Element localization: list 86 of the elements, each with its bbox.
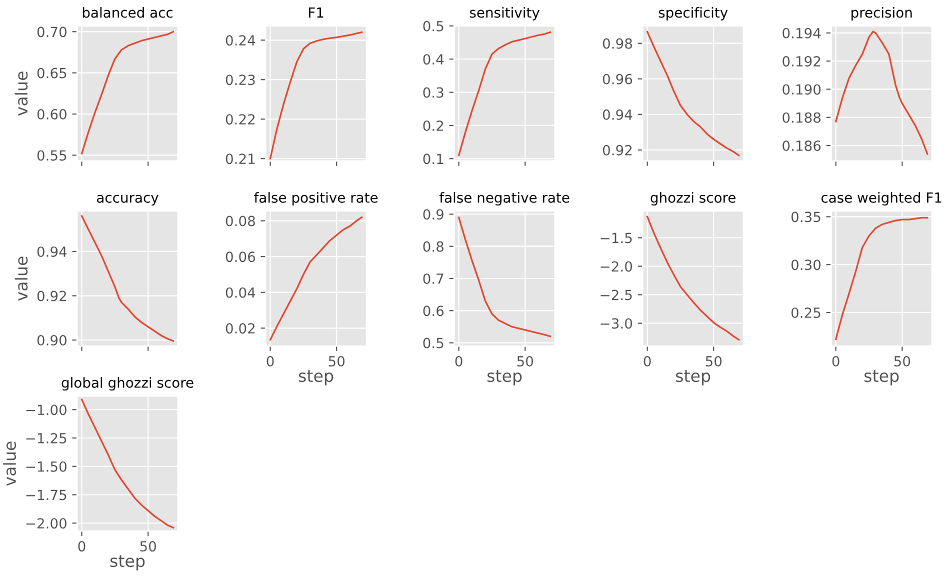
line-series	[835, 216, 928, 340]
y-tick-label: 0.7	[423, 273, 444, 284]
line-series	[646, 216, 740, 341]
y-tick-label: −1.50	[26, 461, 66, 472]
x-tick-label: 50	[706, 356, 722, 367]
y-tick-label: −2.0	[600, 261, 632, 272]
x-tick-label: 0	[832, 356, 840, 367]
chart-title: false negative rate	[439, 192, 570, 206]
y-tick-label: 0.5	[423, 338, 444, 348]
line-series	[80, 215, 174, 342]
chart-title: specificity	[658, 7, 728, 20]
x-tick-label: 0	[455, 356, 462, 367]
chart-title: F1	[308, 7, 324, 18]
x-tick-label: 0	[266, 356, 274, 367]
chart-title: precision	[852, 7, 912, 20]
y-tick-label: 0.23	[226, 74, 255, 86]
line-series	[80, 398, 174, 528]
y-axis-title: value	[3, 442, 16, 486]
x-axis-title: step	[110, 555, 145, 570]
y-tick-label: 0.24	[226, 35, 256, 46]
y-tick-label: 0.30	[791, 260, 821, 270]
y-tick-label: 0.8	[423, 241, 444, 252]
y-tick-label: 0.70	[37, 26, 66, 38]
y-tick-label: −1.25	[26, 432, 66, 444]
y-tick-label: 0.3	[423, 87, 444, 98]
line-series	[458, 31, 552, 156]
y-tick-label: 0.186	[782, 140, 821, 151]
y-tick-label: 0.06	[226, 252, 256, 262]
x-axis-title: step	[864, 370, 899, 386]
y-tick-label: 0.21	[226, 154, 255, 164]
y-tick-label: 0.60	[37, 109, 66, 120]
y-tick-label: 0.188	[782, 112, 821, 123]
y-tick-label: −1.00	[26, 404, 66, 416]
y-tick-label: 0.192	[782, 56, 820, 67]
y-tick-label: 0.96	[602, 74, 632, 84]
y-tick-label: 0.5	[423, 20, 444, 32]
chart-title: global ghozzi score	[62, 377, 194, 391]
y-tick-label: 0.1	[423, 154, 444, 164]
y-tick-label: 0.98	[602, 38, 632, 49]
y-tick-label: 0.25	[791, 307, 820, 318]
line-series	[458, 216, 552, 338]
y-tick-label: 0.194	[782, 28, 821, 38]
y-tick-label: −2.5	[600, 290, 632, 300]
x-axis-title: step	[298, 370, 334, 386]
y-tick-label: 0.35	[791, 212, 820, 222]
x-tick-label: 50	[328, 356, 345, 367]
x-tick-label: 50	[517, 356, 534, 367]
y-tick-label: 0.90	[37, 335, 66, 346]
y-tick-label: −2.00	[26, 518, 66, 529]
x-tick-label: 0	[78, 541, 86, 552]
y-tick-label: −1.75	[26, 490, 66, 500]
y-axis-title: value	[14, 256, 28, 301]
y-tick-label: 0.55	[37, 150, 66, 161]
x-axis-title: step	[676, 370, 710, 386]
y-tick-label: 0.04	[226, 287, 256, 298]
x-tick-label: 50	[140, 541, 156, 552]
line-series	[835, 30, 928, 155]
chart-title: sensitivity	[470, 7, 540, 20]
y-tick-label: 0.6	[423, 306, 444, 316]
y-axis-title: value	[14, 72, 28, 116]
y-tick-label: 0.94	[602, 109, 632, 120]
chart-title: ghozzi score	[650, 192, 736, 206]
y-tick-label: 0.94	[37, 246, 67, 257]
chart-title: balanced acc	[82, 7, 173, 18]
y-tick-label: 0.22	[226, 114, 255, 125]
y-tick-label: −3.0	[600, 318, 632, 329]
x-tick-label: 50	[894, 356, 910, 367]
y-tick-label: −1.5	[600, 232, 632, 244]
y-tick-label: 0.190	[782, 84, 821, 95]
chart-title: case weighted F1	[821, 192, 942, 206]
line-series	[80, 30, 174, 154]
y-tick-label: 0.92	[602, 144, 632, 156]
y-tick-label: 0.02	[226, 323, 255, 334]
x-tick-label: 0	[644, 356, 651, 367]
chart-title: false positive rate	[254, 192, 378, 206]
y-tick-label: 0.2	[423, 120, 444, 131]
chart-title: accuracy	[97, 194, 158, 206]
y-tick-label: 0.65	[37, 68, 66, 78]
y-tick-label: 0.08	[226, 216, 255, 226]
x-axis-title: step	[487, 370, 522, 386]
line-series	[269, 31, 363, 160]
line-series	[646, 30, 740, 156]
line-series	[269, 216, 363, 341]
y-tick-label: 0.4	[423, 54, 444, 65]
y-tick-label: 0.92	[37, 290, 66, 302]
y-tick-label: 0.9	[423, 209, 444, 220]
